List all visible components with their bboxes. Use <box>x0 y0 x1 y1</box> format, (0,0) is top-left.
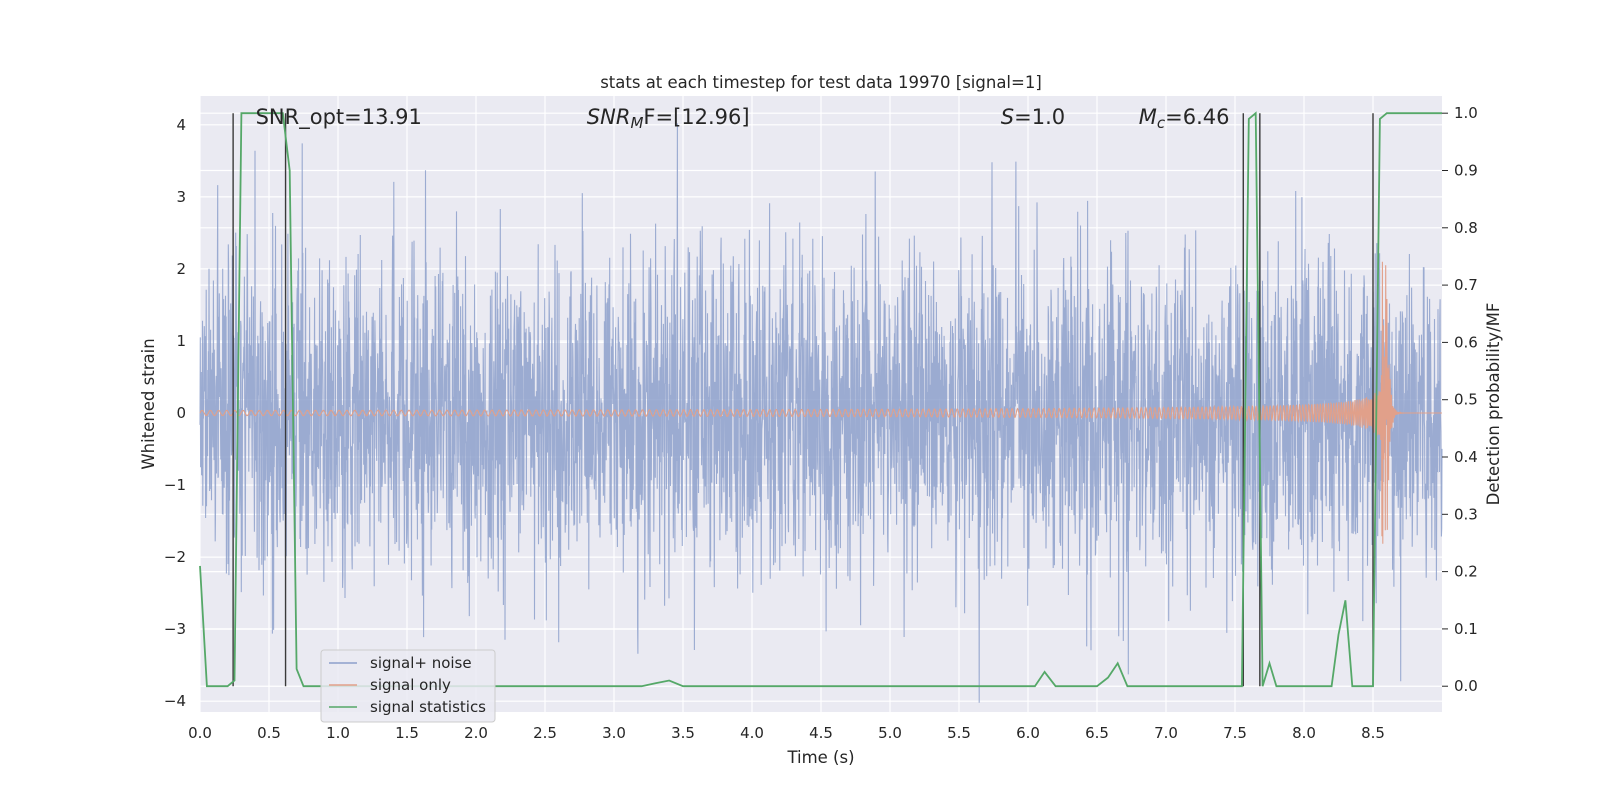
y-tick-label: −1 <box>164 476 186 494</box>
x-tick-label: 8.5 <box>1361 724 1385 742</box>
annotation-chirp-mass: Mc=6.46 <box>1139 105 1230 132</box>
x-tick-label: 2.5 <box>533 724 557 742</box>
y-tick-label: 0 <box>176 404 186 422</box>
x-tick-label: 4.0 <box>740 724 764 742</box>
legend: signal+ noise signal only signal statist… <box>320 649 496 723</box>
y-tick-label: 4 <box>176 116 186 134</box>
y2-tick-label: 0.8 <box>1454 219 1478 237</box>
annotation-snr-opt: SNR_opt=13.91 <box>256 105 422 130</box>
x-tick-label: 7.5 <box>1223 724 1247 742</box>
y2-tick-label: 0.9 <box>1454 161 1478 179</box>
x-tick-label: 5.5 <box>947 724 971 742</box>
x-tick-label: 6.5 <box>1085 724 1109 742</box>
x-tick-label: 2.0 <box>464 724 488 742</box>
annotation-s-stat: S=1.0 <box>1001 105 1065 129</box>
y-tick-label: 3 <box>176 188 186 206</box>
y-tick-label: −4 <box>164 692 186 710</box>
legend-label-noise: signal+ noise <box>370 654 472 672</box>
legend-box <box>320 649 496 723</box>
y-axis-ticks: −4 −3 −2 −1 0 1 2 3 4 <box>164 116 186 710</box>
x-tick-label: 8.0 <box>1292 724 1316 742</box>
probability-line <box>199 111 1442 688</box>
legend-label-stats: signal statistics <box>370 698 486 716</box>
annotations: SNR_opt=13.91 SNRMF=[12.96] S=1.0 Mc=6.46 <box>256 105 1230 132</box>
noise-line <box>199 123 1443 703</box>
y2-tick-label: 0.4 <box>1454 448 1478 466</box>
y2-tick-label: 0.2 <box>1454 563 1478 581</box>
y-tick-label: 1 <box>176 332 186 350</box>
series-signal-statistics <box>199 111 1442 688</box>
x-tick-label: 1.0 <box>326 724 350 742</box>
annotation-snr-mf: SNRMF=[12.96] <box>587 105 750 132</box>
chart-title: stats at each timestep for test data 199… <box>600 73 1042 92</box>
legend-label-signal: signal only <box>370 676 451 694</box>
y2-tick-label: 1.0 <box>1454 104 1478 122</box>
y2-tick-label: 0.5 <box>1454 391 1478 409</box>
x-tick-label: 1.5 <box>395 724 419 742</box>
y2-tick-label: 0.7 <box>1454 276 1478 294</box>
x-tick-label: 4.5 <box>809 724 833 742</box>
y2-axis-ticks: 0.0 0.1 0.2 0.3 0.4 0.5 0.6 0.7 0.8 0.9 1.0 <box>1442 104 1478 695</box>
y2-tick-label: 0.6 <box>1454 333 1478 351</box>
y2-tick-label: 0.3 <box>1454 505 1478 523</box>
signal-only-line <box>199 261 1442 544</box>
x-axis-ticks: 0.0 0.5 1.0 1.5 2.0 2.5 3.0 3.5 4.0 4.5 5.0 5.5 6.0 6… <box>188 724 1385 742</box>
x-tick-label: 0.0 <box>188 724 212 742</box>
x-tick-label: 0.5 <box>257 724 281 742</box>
x-tick-label: 3.5 <box>671 724 695 742</box>
x-tick-label: 6.0 <box>1016 724 1040 742</box>
y2-tick-label: 0.0 <box>1454 677 1478 695</box>
x-tick-label: 7.0 <box>1154 724 1178 742</box>
y-tick-label: 2 <box>176 260 186 278</box>
y-tick-label: −2 <box>164 548 186 566</box>
y-tick-label: −3 <box>164 620 186 638</box>
x-axis-label: Time (s) <box>786 748 854 767</box>
series-signal-only <box>199 261 1442 544</box>
series-signal-plus-noise <box>199 123 1443 703</box>
x-tick-label: 5.0 <box>878 724 902 742</box>
x-tick-label: 3.0 <box>602 724 626 742</box>
y-axis-label: Whitened strain <box>139 338 158 469</box>
y2-axis-label: Detection probability/MF <box>1484 303 1503 506</box>
y2-tick-label: 0.1 <box>1454 620 1478 638</box>
